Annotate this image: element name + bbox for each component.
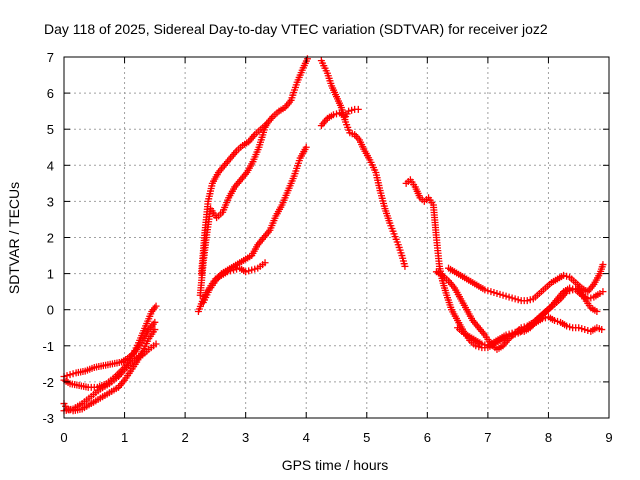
data-point <box>508 294 516 302</box>
data-point <box>152 302 160 310</box>
y-tick-label: 5 <box>47 122 54 137</box>
data-point <box>560 271 568 279</box>
data-point <box>578 325 586 333</box>
data-point <box>484 287 492 295</box>
y-tick-label: 6 <box>47 86 54 101</box>
data-point <box>251 265 259 273</box>
data-point <box>566 287 574 295</box>
data-point <box>151 326 159 334</box>
data-point <box>245 267 253 275</box>
data-point <box>599 261 607 269</box>
series-track-8 <box>194 259 269 316</box>
data-point <box>303 55 311 63</box>
x-tick-label: 9 <box>605 430 612 445</box>
data-point <box>227 267 235 275</box>
data-point <box>598 326 606 334</box>
data-point <box>329 111 337 119</box>
y-tick-label: -2 <box>42 375 54 390</box>
y-tick-label: 1 <box>47 267 54 282</box>
data-point <box>511 295 519 303</box>
data-point <box>499 291 507 299</box>
data-point <box>496 290 504 298</box>
series-track-5 <box>197 55 311 278</box>
data-point <box>581 326 589 334</box>
y-axis-title: SDTVAR / TECUs <box>6 182 22 294</box>
y-tick-label: -3 <box>42 411 54 426</box>
data-point <box>599 288 607 296</box>
data-point <box>481 286 489 294</box>
x-tick-label: 1 <box>121 430 128 445</box>
series-track-14 <box>454 284 601 350</box>
data-point <box>563 322 571 330</box>
data-point <box>152 340 160 348</box>
data-point <box>224 268 231 276</box>
data-point <box>587 294 595 302</box>
data-point <box>502 292 510 300</box>
y-tick-label: 4 <box>47 158 54 173</box>
x-tick-label: 8 <box>545 430 552 445</box>
data-point <box>523 297 531 305</box>
data-point <box>66 371 74 379</box>
y-tick-label: 2 <box>47 231 54 246</box>
data-point <box>242 268 250 276</box>
data-point <box>401 262 409 270</box>
data-point <box>230 266 238 274</box>
data-point <box>514 296 522 304</box>
data-point <box>69 370 77 378</box>
chart-title: Day 118 of 2025, Sidereal Day-to-day VTE… <box>44 21 548 37</box>
series-track-12 <box>432 268 607 353</box>
data-point <box>487 288 495 296</box>
data-point <box>566 323 574 331</box>
data-point <box>526 296 534 304</box>
data-point <box>505 293 513 301</box>
series-track-13 <box>445 261 607 305</box>
data-point <box>348 106 356 114</box>
y-tick-label: 0 <box>47 303 54 318</box>
data-point <box>478 340 486 348</box>
x-tick-label: 6 <box>424 430 431 445</box>
data-point <box>248 266 256 274</box>
data-point <box>593 308 601 316</box>
x-tick-label: 7 <box>484 430 491 445</box>
series-track-4 <box>60 340 160 415</box>
data-point <box>505 330 513 338</box>
y-tick-label: -1 <box>42 339 54 354</box>
x-tick-label: 4 <box>303 430 310 445</box>
series-track-3 <box>60 302 160 380</box>
x-tick-label: 3 <box>242 430 249 445</box>
data-point <box>572 285 580 293</box>
data-point <box>551 317 558 325</box>
data-point <box>563 272 571 280</box>
y-tick-label: 7 <box>47 50 54 65</box>
data-point <box>261 259 269 267</box>
data-point <box>490 289 498 297</box>
x-tick-label: 5 <box>363 430 370 445</box>
data-point <box>63 372 71 380</box>
data-point <box>493 289 501 297</box>
data-point <box>354 105 362 113</box>
data-point <box>569 286 577 294</box>
series-track-9 <box>317 57 409 270</box>
data-point <box>302 143 310 151</box>
data-point <box>554 317 562 325</box>
y-tick-label: 3 <box>47 194 54 209</box>
data-point <box>563 288 571 296</box>
data-point <box>575 324 583 332</box>
x-tick-label: 2 <box>181 430 188 445</box>
x-tick-label: 0 <box>60 430 67 445</box>
data-point <box>502 331 510 339</box>
axis-ticks: 0 1 2 3 4 5 6 7 8 9 -3 -2 -1 0 1 2 3 4 5 6 7 <box>42 50 612 445</box>
data-point <box>345 107 353 115</box>
data-series <box>60 55 607 415</box>
series-track-10 <box>317 105 362 130</box>
data-point <box>151 318 159 326</box>
series-track-6 <box>196 120 271 299</box>
data-point <box>508 329 516 337</box>
data-point <box>263 120 271 128</box>
series-track-11 <box>402 176 606 352</box>
x-axis-title: GPS time / hours <box>282 457 389 473</box>
data-point <box>511 328 519 336</box>
